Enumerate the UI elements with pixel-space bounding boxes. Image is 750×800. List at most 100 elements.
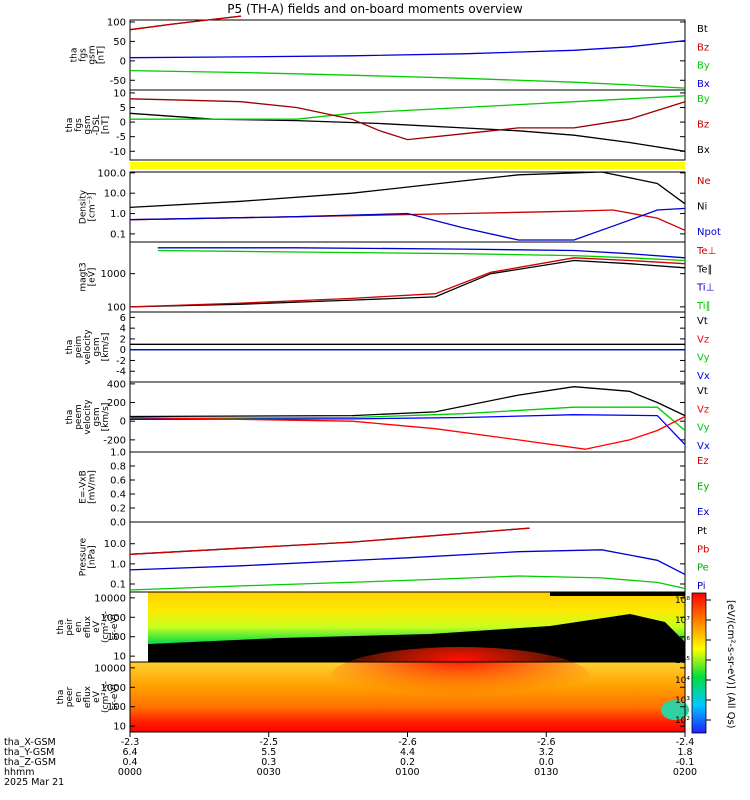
ion-spec-top-noise — [550, 592, 685, 596]
orbit-value: 3.2 — [539, 747, 554, 758]
y-tick-label: 0.6 — [110, 476, 126, 487]
series-By — [130, 95, 686, 120]
orbit-value: 0.3 — [261, 757, 276, 768]
legend-Vt: Vt — [697, 386, 708, 397]
colorbar-gradient — [691, 592, 707, 734]
y-axis-label: thapeerenefluxeV(cm²-s-sr-eV) — [56, 681, 120, 713]
y-tick-label: 100 — [107, 632, 126, 643]
y-tick-label: 100 — [107, 302, 126, 313]
y-tick-label: 100 — [107, 17, 126, 28]
legend-Vz: Vz — [697, 334, 709, 345]
series-Pi — [129, 575, 686, 591]
legend-Vy: Vy — [697, 353, 710, 364]
y-tick-label: 1000 — [101, 613, 126, 624]
colorbar-tick-label: 10² — [675, 716, 690, 726]
y-tick-label: 10.0 — [104, 539, 126, 550]
y-tick-label: 1.0 — [110, 209, 126, 220]
y-tick-label: 0.8 — [110, 462, 126, 473]
y-axis-label: Pressure[nPa] — [79, 537, 98, 576]
legend-Bt: Bt — [697, 24, 708, 35]
panel-frame — [129, 451, 686, 523]
legend-Vt: Vt — [697, 316, 708, 327]
legend-Ti⊥: Ti⊥ — [696, 283, 714, 294]
y-tick-label: 10 — [113, 88, 126, 99]
series-Te∥ — [129, 259, 686, 308]
legend-Te∥: Te∥ — [696, 264, 713, 275]
legend-Bz: Bz — [697, 42, 709, 53]
panels: 100500-50thafgsgsm[nT]BtBzByBx1050-5-10t… — [56, 15, 721, 733]
ele-spec-hot — [330, 647, 590, 707]
orbit-value: 0030 — [257, 767, 281, 778]
y-axis-label: E=-VxB[mV/m] — [79, 470, 98, 504]
y-tick-label: -10 — [110, 147, 126, 158]
series-Vx — [129, 414, 686, 445]
legend-Te⊥: Te⊥ — [696, 246, 716, 257]
legend-Ne: Ne — [697, 176, 711, 187]
y-tick-label: 400 — [107, 379, 126, 390]
legend-Bx: Bx — [697, 145, 710, 156]
legend-Ti∥: Ti∥ — [696, 301, 711, 312]
y-tick-label: 0.1 — [110, 229, 126, 240]
legend-Vz: Vz — [697, 404, 709, 415]
colorbar-tick-label: 10⁶ — [675, 636, 690, 646]
colorbar-tick-label: 10⁵ — [675, 656, 690, 666]
y-axis-label: thapeemvelocitygsm[km/s] — [65, 399, 111, 435]
orbit-value: -2.6 — [398, 737, 417, 748]
panel-peer-spec: 10000 1000 100 10 thapeerenefluxeV(cm²-s-sr-… — [56, 647, 689, 733]
series-Npot — [129, 207, 686, 241]
y-tick-label: -5 — [116, 132, 126, 143]
legend-Vx: Vx — [697, 371, 710, 382]
y-tick-label: 0.4 — [110, 490, 126, 501]
orbit-row-label: tha_Y-GSM — [4, 747, 54, 758]
colorbar-tick-label: 10⁸ — [675, 596, 690, 606]
y-tick-label: 0.0 — [110, 518, 126, 529]
y-axis-label: thafgsgsm-DSL[nT] — [65, 115, 111, 136]
orbit-row-label: hhmm — [4, 767, 35, 778]
y-axis-label: thapeimvelocitygsm[km/s] — [65, 329, 111, 365]
panel-fgs-gsm: 100 50 0 -50 thafgsgsm[nT] Bt Bz By Bx — [70, 15, 710, 91]
y-tick-label: 4 — [120, 324, 126, 335]
y-tick-label: 10000 — [94, 593, 126, 604]
legend-Ey: Ey — [697, 482, 709, 493]
orbit-value: 0100 — [395, 767, 419, 778]
orbit-value: 0.4 — [122, 757, 137, 768]
orbit-value: -2.6 — [537, 737, 556, 748]
orbit-value: 6.4 — [122, 747, 137, 758]
legend-Bz: Bz — [697, 120, 709, 131]
orbit-value: -2.3 — [121, 737, 140, 748]
y-axis-label: magt3[eV] — [79, 262, 98, 291]
series-By — [129, 39, 686, 59]
legend-Ez: Ez — [697, 456, 709, 467]
series-Ti∥ — [129, 257, 686, 308]
series-Bz — [129, 98, 686, 141]
legend-Npot: Npot — [697, 227, 721, 238]
ele-spec-cool — [661, 700, 689, 720]
series-Te⊥ — [157, 247, 686, 259]
y-tick-label: 10.0 — [104, 189, 126, 200]
legend-Vx: Vx — [697, 441, 710, 452]
orbit-value: -2.4 — [676, 737, 695, 748]
panel-frame — [129, 381, 686, 453]
series-Pe — [129, 549, 686, 575]
quality-flag-bar — [130, 162, 685, 169]
orbit-value: 0.0 — [539, 757, 554, 768]
y-tick-label: 10000 — [94, 663, 126, 674]
orbit-value: 0.2 — [400, 757, 415, 768]
y-tick-label: 6 — [120, 313, 126, 324]
ion-spec-gap — [130, 592, 148, 662]
y-axis-label: thapeirenefluxeV(cm²-s-sr-eV) — [56, 611, 120, 643]
legend-Pb: Pb — [697, 544, 709, 555]
y-tick-label: -50 — [110, 76, 126, 87]
ion-spec-noise — [148, 614, 685, 662]
panel-fgs-dsl: 10 5 0 -5 -10 thafgsgsm-DSL[nT] By Bz Bx — [65, 88, 710, 161]
y-tick-label: 0 — [120, 118, 126, 129]
series-Vz — [129, 415, 686, 450]
y-tick-label: 10 — [113, 652, 126, 663]
y-tick-label: 50 — [113, 37, 126, 48]
legend-Bx: Bx — [697, 79, 710, 90]
colorbar-tick-label: 10⁴ — [675, 676, 690, 686]
panel-density: 100.0 10.0 1.0 0.1 Density[cm⁻³] Ne Ni Npot — [79, 168, 721, 243]
series-Ne — [129, 171, 686, 209]
